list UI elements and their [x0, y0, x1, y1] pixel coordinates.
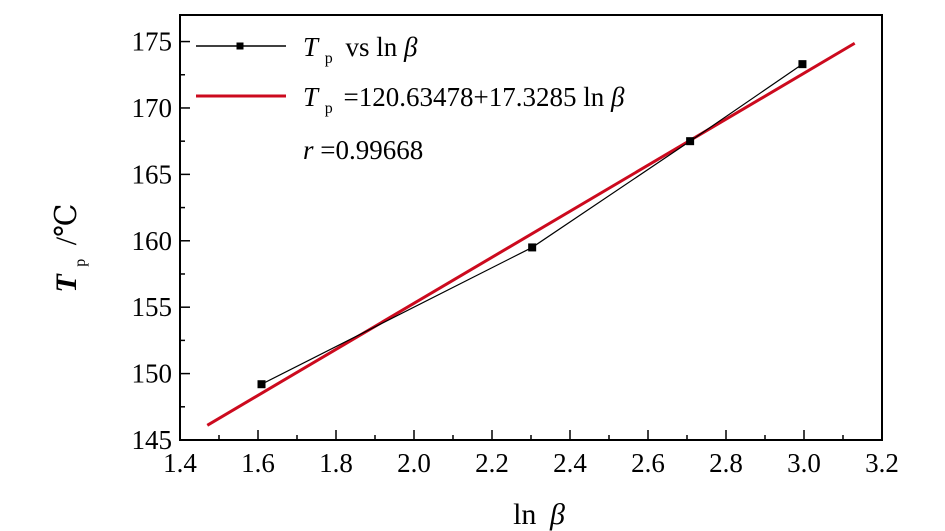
data-series-layer [257, 60, 807, 389]
y-tick-label: 175 [132, 27, 173, 57]
fit-line-layer [206, 41, 856, 427]
x-tick-label: 1.4 [163, 448, 197, 478]
x-tick-label: 1.6 [241, 448, 275, 478]
legend-fit-label: T p =120.63478+17.3285 ln β [303, 82, 625, 119]
legend-data-sub: p [325, 50, 333, 67]
x-tick-label: 2.4 [553, 448, 587, 478]
data-point [528, 243, 537, 252]
legend-entry-data: T p vs ln β [196, 32, 418, 69]
plot-frame [179, 14, 883, 441]
data-point [257, 380, 266, 389]
legend-fit-sub: p [325, 100, 333, 117]
y-tick-label: 170 [132, 93, 173, 123]
data-point [686, 137, 695, 146]
legend-fit-symbol: β [610, 82, 625, 112]
legend-data-var: T [303, 32, 320, 62]
correlation-value: =0.99668 [320, 135, 423, 165]
legend-data-label: T p vs ln β [303, 32, 418, 69]
y-axis-label-var: T [50, 273, 83, 293]
legend: T p vs ln β T p =120.63478+17.3285 ln β … [196, 32, 625, 165]
x-axis-label: ln β [513, 498, 565, 531]
x-tick-label: 2.0 [397, 448, 431, 478]
tick-labels: 1.4 1.6 1.8 2.0 2.2 2.4 2.6 2.8 3.0 3.2 145 150 155 1… [132, 27, 899, 478]
correlation-var: r [303, 135, 314, 165]
y-tick-label: 145 [132, 425, 173, 455]
data-series-line [261, 63, 803, 385]
y-axis-label: T p /℃ [50, 203, 92, 292]
tick-marks [179, 40, 883, 441]
y-axis-label-unit: /℃ [50, 203, 83, 245]
legend-data-marker [236, 42, 244, 50]
x-axis-label-main: ln [513, 498, 536, 531]
legend-data-rest: vs ln [346, 32, 405, 62]
legend-data-symbol: β [403, 32, 418, 62]
data-point [798, 60, 807, 69]
y-tick-label: 150 [132, 359, 173, 389]
y-tick-label: 160 [132, 226, 173, 256]
x-tick-label: 2.8 [709, 448, 743, 478]
x-tick-label: 1.8 [319, 448, 353, 478]
fit-line [206, 41, 856, 427]
legend-fit-var: T [303, 82, 320, 112]
x-axis-label-symbol: β [549, 498, 565, 531]
legend-entry-fit: T p =120.63478+17.3285 ln β [196, 82, 625, 119]
legend-fit-rest: =120.63478+17.3285 ln [344, 82, 611, 112]
x-tick-label: 3.2 [865, 448, 899, 478]
y-axis-label-sub: p [72, 259, 89, 267]
x-tick-label: 2.6 [631, 448, 665, 478]
x-tick-label: 3.0 [787, 448, 821, 478]
y-tick-label: 155 [132, 292, 173, 322]
x-tick-label: 2.2 [475, 448, 509, 478]
y-tick-label: 165 [132, 159, 173, 189]
correlation-annotation: r =0.99668 [303, 135, 423, 165]
